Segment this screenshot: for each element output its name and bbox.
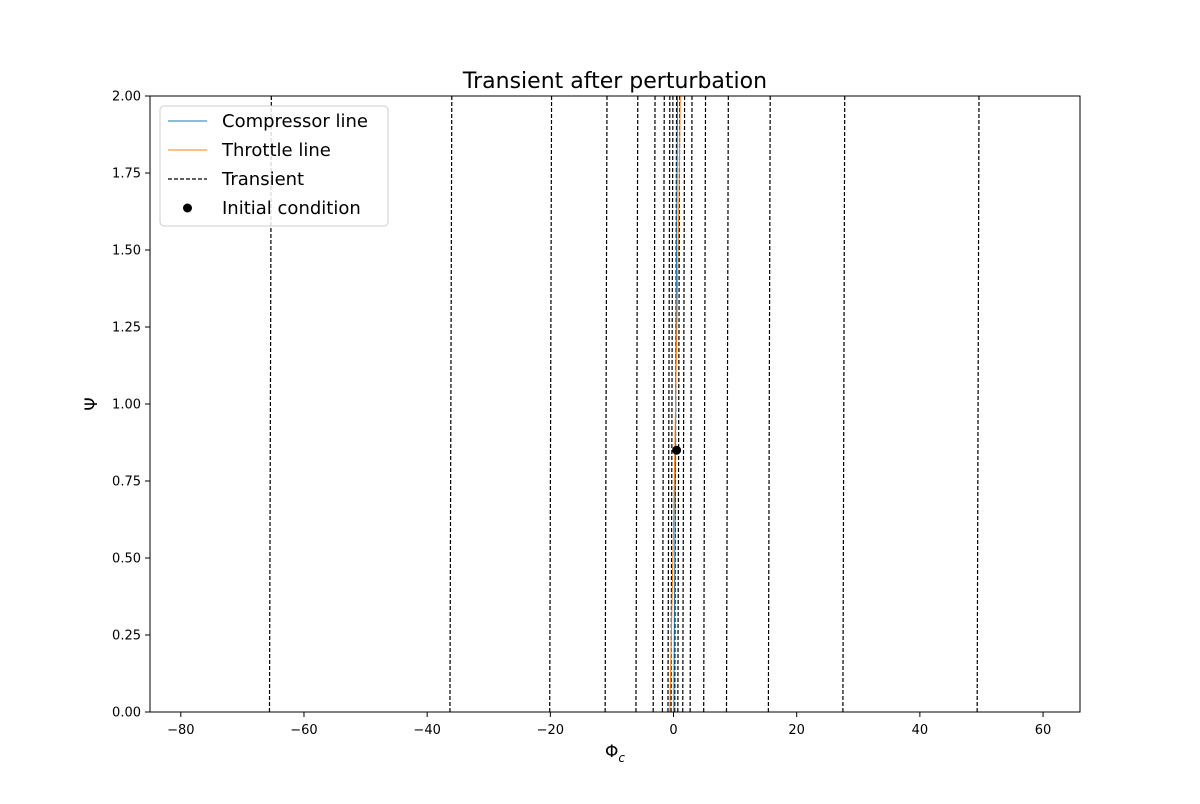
- legend: Compressor line Throttle line Transient Ini…: [159, 105, 389, 227]
- legend-label-initial-condition: Initial condition: [222, 198, 361, 219]
- x-tick-label: −20: [537, 723, 564, 738]
- y-tick-label: 0.50: [112, 552, 141, 567]
- legend-label-throttle-line: Throttle line: [221, 140, 331, 161]
- transient-line-11: [682, 96, 686, 712]
- transient-line-17: [976, 96, 980, 712]
- x-axis-label-main: Φ: [605, 742, 618, 762]
- transient-line-8: [670, 96, 674, 712]
- x-tick-label: 20: [788, 723, 805, 738]
- y-axis-label: Ψ: [82, 397, 102, 410]
- transient-line-4: [635, 96, 639, 712]
- legend-box: [159, 105, 389, 227]
- y-tick-label: 2.00: [112, 90, 141, 105]
- y-tick-label: 0.00: [112, 706, 141, 721]
- transient-line-1: [449, 96, 453, 712]
- legend-entries: Compressor line Throttle line Transient Ini…: [168, 111, 368, 219]
- initial-condition-point: [672, 445, 682, 455]
- y-tick-label: 0.75: [112, 475, 141, 490]
- transient-line-15: [767, 96, 771, 712]
- x-axis: −80 −60 −40 −20 0 20 40 60: [167, 712, 1051, 738]
- x-axis-label: Φc: [605, 742, 625, 765]
- y-tick-label: 1.00: [112, 398, 141, 413]
- y-tick-label: 1.75: [112, 167, 141, 182]
- y-tick-label: 1.50: [112, 244, 141, 259]
- x-tick-label: −60: [290, 723, 317, 738]
- transient-line-14: [725, 96, 729, 712]
- transient-line-6: [661, 96, 665, 712]
- y-tick-label: 0.25: [112, 629, 141, 644]
- transient-line-16: [842, 96, 846, 712]
- transient-line-2: [549, 96, 553, 712]
- y-tick-label: 1.25: [112, 321, 141, 336]
- chart-title: Transient after perturbation: [462, 69, 767, 94]
- y-axis: 0.00 0.25 0.50 0.75 1.00 1.25 1.50 1.75 2.00: [112, 90, 150, 721]
- legend-label-transient: Transient: [221, 169, 304, 190]
- legend-label-compressor-line: Compressor line: [222, 111, 368, 132]
- transient-line-3: [604, 96, 608, 712]
- transient-line-12: [689, 96, 693, 712]
- x-axis-label-subscript: c: [618, 751, 625, 765]
- throttle-line: [669, 96, 681, 712]
- x-tick-label: −80: [167, 723, 194, 738]
- transient-line-5: [652, 96, 656, 712]
- x-tick-label: 0: [669, 723, 677, 738]
- plot-area: [268, 96, 980, 712]
- x-tick-label: −40: [413, 723, 440, 738]
- transient-line-13: [703, 96, 707, 712]
- x-tick-label: 60: [1035, 723, 1052, 738]
- transient-line-7: [667, 96, 671, 712]
- legend-marker-initial-condition: [183, 203, 192, 213]
- x-tick-label: 40: [912, 723, 929, 738]
